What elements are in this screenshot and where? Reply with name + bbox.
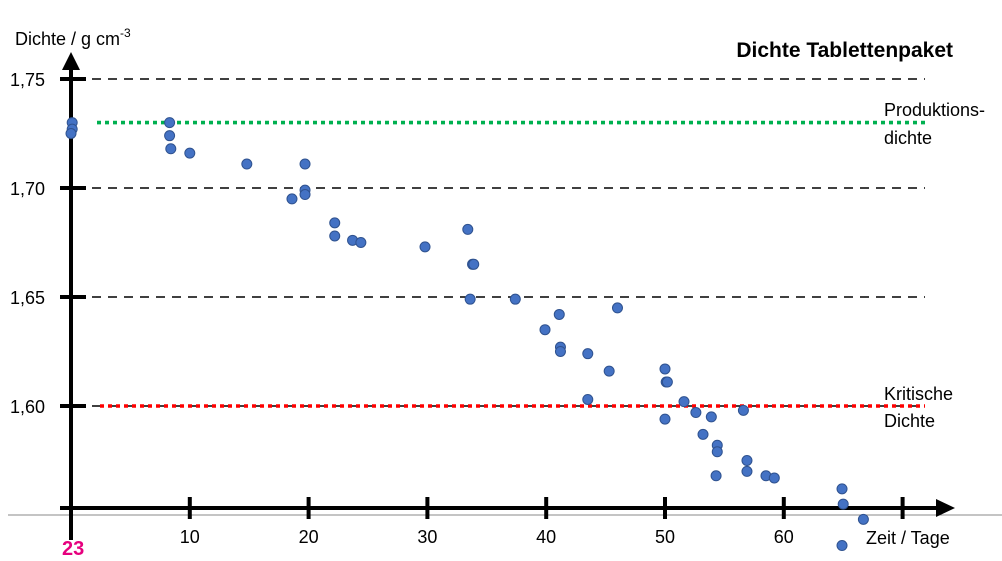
x-axis-label: Zeit / Tage: [866, 528, 950, 548]
data-point: [690, 407, 702, 419]
data-point: [661, 376, 673, 388]
x-tick-label: 30: [417, 527, 437, 547]
data-point: [710, 470, 722, 482]
data-point: [164, 130, 176, 142]
y-axis-label: Dichte / g cm-3: [15, 26, 131, 49]
data-point: [768, 472, 780, 484]
x-tick-label: 10: [180, 527, 200, 547]
data-point: [468, 258, 480, 270]
data-point: [539, 324, 551, 336]
data-point: [241, 158, 253, 170]
data-point: [837, 498, 849, 510]
y-axis-label-exponent: -3: [120, 26, 131, 40]
data-point: [299, 189, 311, 201]
chart-title: Dichte Tablettenpaket: [736, 39, 953, 62]
data-point: [553, 308, 565, 320]
data-point: [582, 393, 594, 405]
data-point: [659, 363, 671, 375]
x-tick-label: 40: [536, 527, 556, 547]
data-point: [711, 446, 723, 458]
data-point: [419, 241, 431, 253]
data-point: [603, 365, 615, 377]
data-point: [355, 237, 367, 248]
axes: [8, 52, 1002, 540]
production-density-label-line2: dichte: [884, 128, 932, 148]
data-point: [611, 302, 623, 314]
reference-lines: [97, 120, 925, 408]
critical-density-label-line2: Dichte: [884, 411, 935, 431]
y-tick-label: 1,75: [10, 70, 45, 90]
data-point: [65, 128, 77, 139]
data-point: [582, 348, 594, 360]
data-point: [737, 404, 749, 416]
data-point: [286, 193, 298, 205]
data-point: [836, 540, 848, 552]
data-point: [299, 158, 311, 170]
data-point: [462, 223, 474, 235]
data-point: [705, 411, 717, 423]
y-axis-arrowhead: [62, 52, 80, 70]
data-point: [164, 117, 176, 129]
data-point: [165, 143, 177, 155]
x-tick-label: 60: [774, 527, 794, 547]
data-point: [464, 293, 476, 305]
data-point: [741, 465, 753, 477]
gridlines: [60, 78, 925, 407]
x-tick-label: 20: [299, 527, 319, 547]
x-tick-label: 50: [655, 527, 675, 547]
y-axis-label-main: Dichte / g cm: [15, 29, 120, 49]
tick-marks-and-labels: 1,60 1,65 1,70 1,75 10 20 30 40 50 60: [10, 70, 905, 547]
data-point: [554, 346, 566, 357]
y-tick-label: 1,70: [10, 179, 45, 199]
data-point: [857, 513, 869, 525]
y-tick-label: 1,60: [10, 397, 45, 417]
data-points: [65, 117, 869, 552]
page-number: 23: [62, 538, 84, 560]
critical-density-label-line1: Kritische: [884, 384, 953, 404]
data-point: [836, 483, 848, 495]
data-point: [741, 455, 753, 466]
data-point: [329, 230, 341, 242]
y-tick-label: 1,65: [10, 288, 45, 308]
data-point: [697, 428, 709, 440]
x-axis-arrowhead: [936, 499, 955, 517]
data-point: [659, 413, 671, 425]
data-point: [184, 147, 196, 159]
production-density-label-line1: Produktions-: [884, 100, 985, 120]
data-point: [509, 293, 521, 305]
data-point: [678, 396, 690, 408]
data-point: [329, 217, 341, 229]
